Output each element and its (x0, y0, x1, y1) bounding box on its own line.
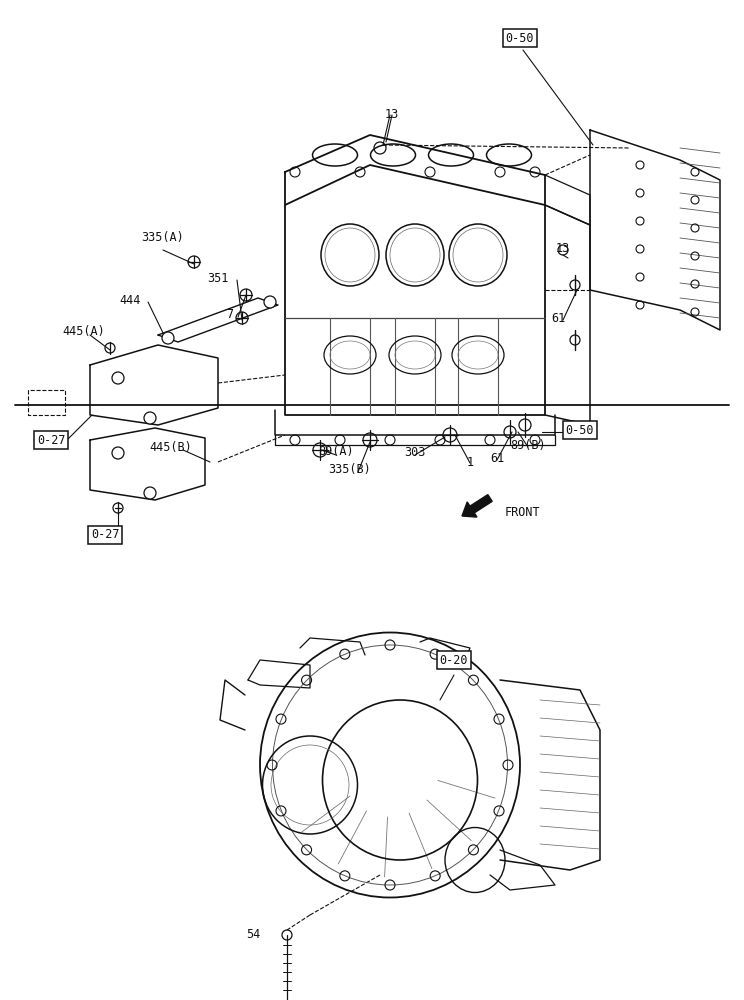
Text: 335(A): 335(A) (141, 232, 185, 244)
Text: FRONT: FRONT (504, 506, 540, 520)
Text: 54: 54 (246, 928, 260, 942)
Text: 445(A): 445(A) (62, 326, 106, 338)
Text: 303: 303 (404, 446, 426, 458)
Circle shape (144, 487, 156, 499)
Text: 7: 7 (226, 308, 234, 322)
Text: 335(B): 335(B) (329, 464, 371, 477)
FancyArrow shape (462, 495, 493, 517)
Text: 0-27: 0-27 (91, 528, 119, 542)
Text: 13: 13 (556, 241, 570, 254)
Text: 0-50: 0-50 (506, 31, 534, 44)
Text: 0-20: 0-20 (440, 654, 468, 666)
Circle shape (112, 372, 124, 384)
Circle shape (162, 332, 174, 344)
Text: 0-50: 0-50 (565, 424, 594, 436)
Circle shape (144, 412, 156, 424)
Text: 61: 61 (490, 452, 504, 464)
Text: 61: 61 (551, 312, 565, 324)
Text: 444: 444 (119, 294, 141, 306)
Text: 351: 351 (208, 271, 228, 284)
Text: 1: 1 (466, 456, 474, 468)
Text: 445(B): 445(B) (150, 442, 193, 454)
Text: 89(B): 89(B) (510, 438, 546, 452)
Text: 0-27: 0-27 (36, 434, 65, 446)
Circle shape (264, 296, 276, 308)
Text: 89(A): 89(A) (318, 446, 354, 458)
Circle shape (112, 447, 124, 459)
Text: 13: 13 (385, 108, 399, 121)
